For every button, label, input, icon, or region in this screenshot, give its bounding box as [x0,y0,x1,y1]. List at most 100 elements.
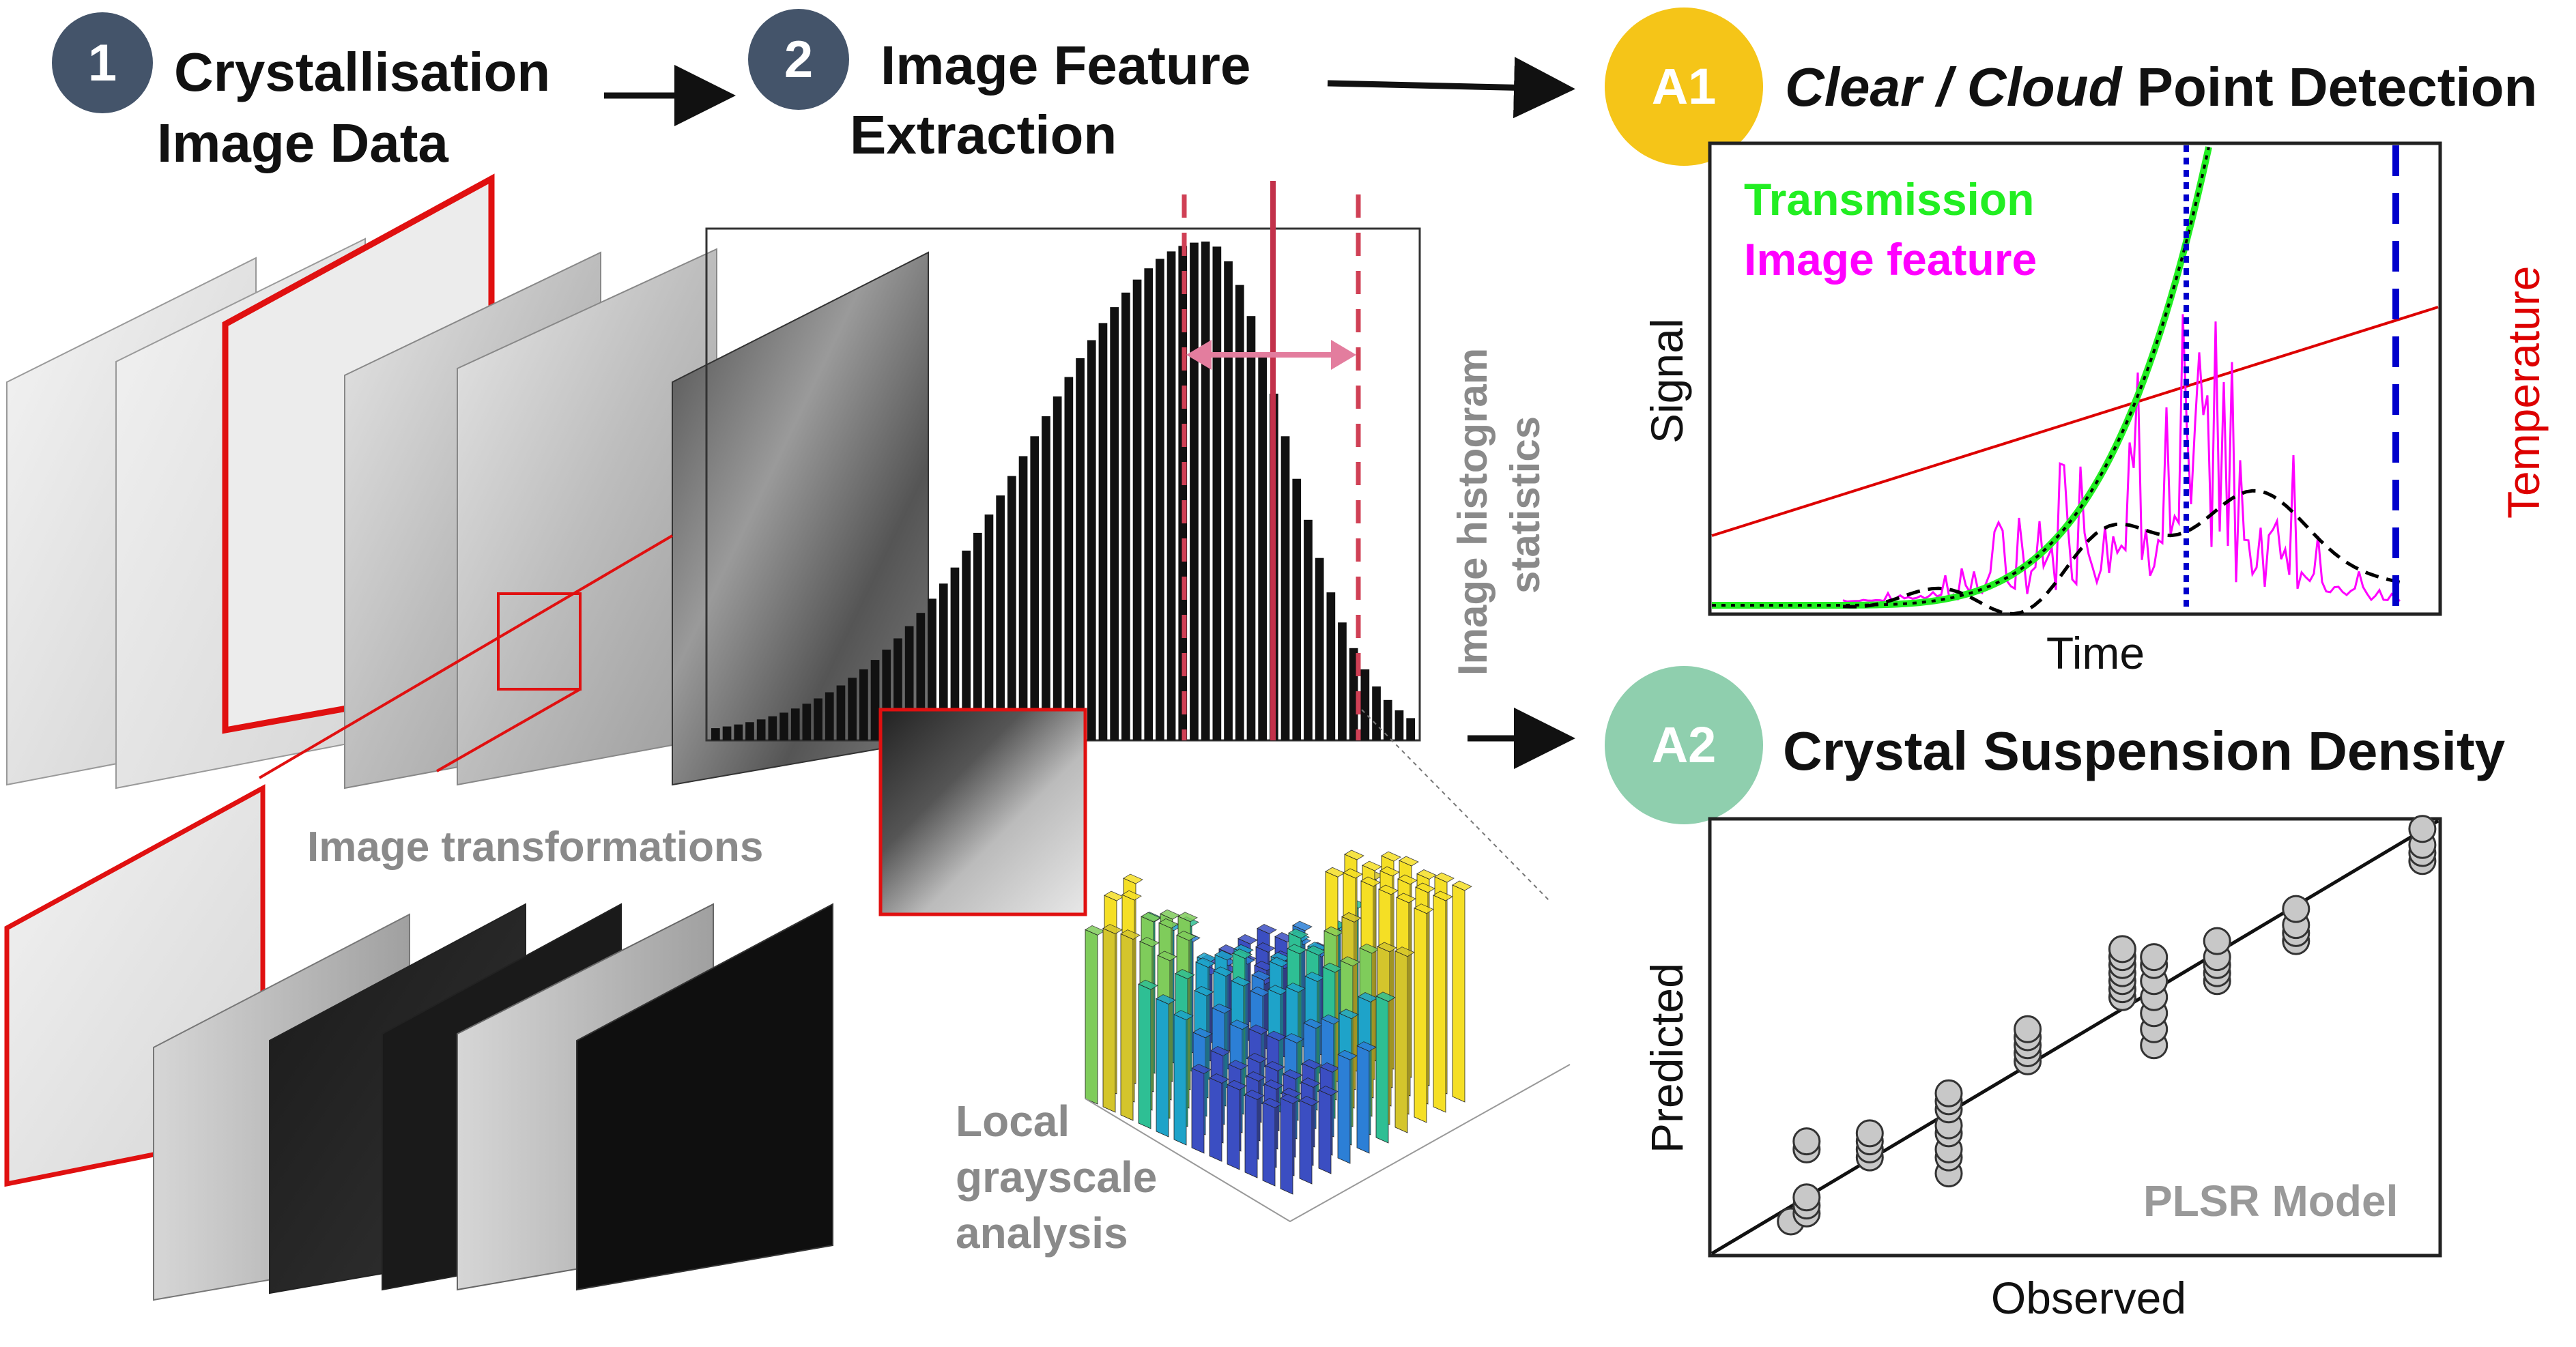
grayscale-bar-top [1247,1053,1268,1063]
grayscale-bar-top [1318,1086,1339,1096]
histogram-bar [1246,316,1256,740]
grayscale-bar-top [1141,912,1161,923]
grayscale-bar [1085,929,1098,1105]
histogram-bar [756,719,766,740]
transform-image-5 [576,903,833,1291]
grayscale-bar [1337,1054,1351,1164]
image-zoom-region [497,592,582,691]
grayscale-bar [1280,1097,1293,1195]
histogram-bar [1064,377,1074,740]
grayscale-bar-top [1287,944,1307,955]
grayscale-bar-top [1280,1093,1300,1104]
grayscale-bar-top [1302,1059,1322,1069]
local-grayscale-panel: Local grayscale analysis [878,708,1571,1258]
histogram-bar [1224,261,1233,740]
grayscale-bar-top [1362,860,1382,871]
grayscale-bar-top [1121,890,1142,901]
grayscale-bar-top [1102,924,1123,934]
grayscale-axis [1085,1064,1571,1223]
grayscale-bar-top [1156,994,1176,1004]
image-zoom-line [258,534,674,779]
histogram-bar [1201,242,1210,740]
scatter-point [2282,895,2310,923]
grayscale-bar-top [1209,1073,1229,1084]
grayscale-bar-top [1255,942,1276,953]
step2-badge [748,9,849,110]
grayscale-bar-top [1288,928,1308,939]
histogram-bar [1030,436,1040,740]
local-label-line2: grayscale [956,1153,1157,1202]
scatter-point [2014,1015,2042,1043]
grayscale-bar-top [1263,1080,1284,1090]
grayscale-bar-top [1228,1060,1248,1071]
grayscale-bar-top [1356,1041,1377,1052]
crystallisation-image-stack [6,173,929,790]
grayscale-bar-top [1175,969,1195,980]
step1-badge [52,12,153,113]
step2-title-line2: Extraction [850,104,1117,165]
histogram-bar [1110,307,1119,741]
grayscale-bar [1262,1101,1276,1187]
grayscale-bar [1433,895,1446,1113]
grayscale-bar-top [1173,1010,1194,1021]
step1-number: 1 [88,34,117,92]
histogram-bar [1132,279,1142,740]
grayscale-bar-top [1397,874,1418,885]
histogram-bar [1349,648,1358,740]
grayscale-bar [1356,1045,1370,1154]
grayscale-bar [1102,927,1116,1113]
histogram-bar [996,495,1005,740]
grayscale-bar-top [1452,880,1472,891]
histogram-stats-label-line2: statistics [1502,416,1548,594]
a1-badge-label: A1 [1652,58,1717,115]
grayscale-bar-top [1231,976,1251,987]
grayscale-bar-top [1396,893,1416,903]
histogram-bar [1292,478,1302,740]
a1-xlabel: Time [2046,628,2145,678]
histogram-bar [939,583,948,740]
grayscale-bar-top [1195,957,1216,968]
grayscale-bar [1318,1089,1332,1174]
grayscale-bar-top [1212,1003,1232,1014]
histogram-bar [1156,259,1164,740]
histogram-bar [1406,718,1415,740]
transmission-fit [1712,147,2210,607]
histogram-bar [1167,251,1176,740]
step2-title-line1: Image Feature [881,35,1250,96]
a2-title: Crystal Suspension Density [1783,721,2506,781]
grayscale-bar-top [1337,1049,1358,1060]
step2-header: 2 Image Feature Extraction [748,9,1250,165]
histogram-bar [814,698,822,740]
a2-ylabel: Predicted [1642,963,1692,1153]
grayscale-bar-top [1210,1046,1231,1056]
grayscale-bar-top [1375,991,1396,1002]
step1-title-line2: Image Data [157,113,448,173]
grayscale-bar-top [1344,850,1364,860]
grayscale-bar-top [1139,937,1160,947]
grayscale-bar [1244,1093,1258,1178]
grayscale-bar-top [1415,882,1435,893]
histogram-bar [1190,242,1199,741]
histogram-bar [1326,592,1336,740]
histogram-bar [1007,476,1016,740]
image-zoom-line [436,688,581,772]
grayscale-bar [1209,1077,1222,1162]
grayscale-bar-top [1244,1090,1265,1100]
grayscale-bar-top [1341,912,1362,923]
histogram-stats-label-line1: Image histogram [1450,348,1495,676]
grayscale-bar-top [1138,979,1158,990]
grayscale-bar-top [1265,1061,1285,1071]
grayscale-bar-top [1246,1071,1266,1082]
grayscale-bar [1394,951,1408,1133]
histogram-bar [848,678,857,740]
grayscale-bar [1120,933,1134,1121]
image-feature-smoothed [1842,489,2403,616]
grayscale-bar-top [1192,1028,1213,1039]
grayscale-bar-top [1434,872,1455,883]
grayscale-bar-top [1416,869,1437,880]
grayscale-bar [1375,996,1389,1144]
histogram-bar [1258,353,1267,740]
a1-badge [1605,8,1763,166]
histogram-bars [711,242,1415,741]
